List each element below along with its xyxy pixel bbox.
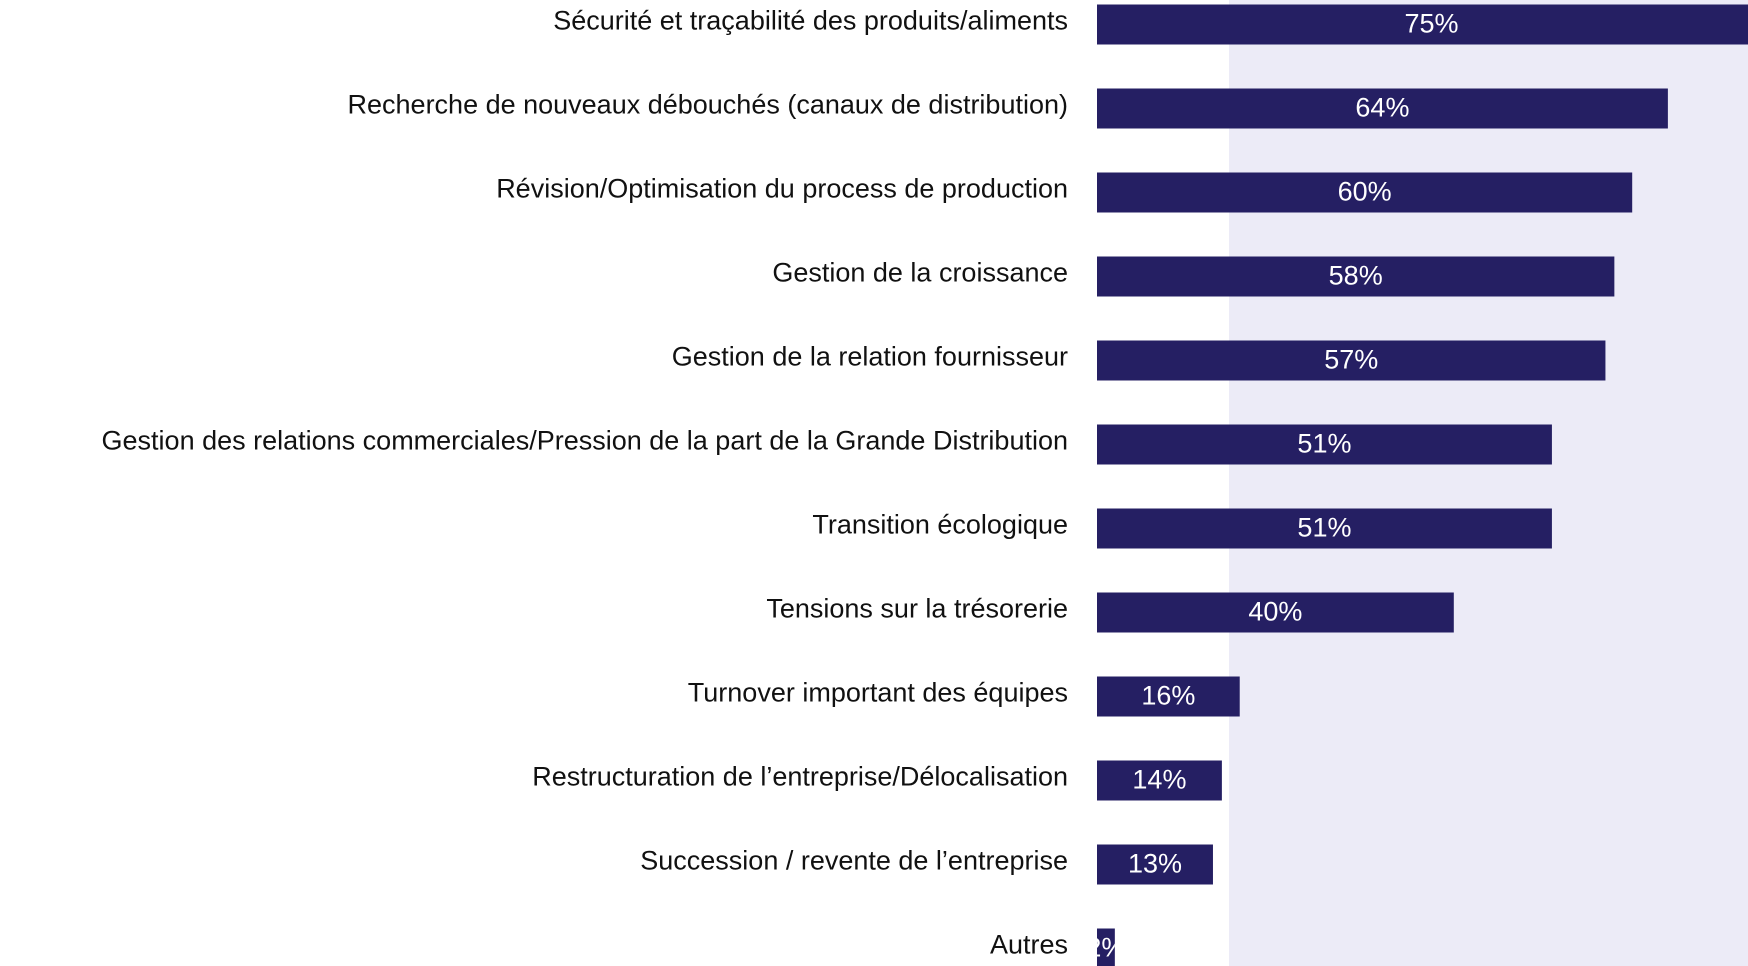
bar — [1097, 676, 1240, 717]
category-label: Autres — [990, 930, 1068, 960]
category-label: Recherche de nouveaux débouchés (canaux … — [348, 90, 1068, 120]
bar — [1097, 844, 1213, 885]
bar — [1097, 4, 1748, 45]
category-label: Gestion de la croissance — [772, 258, 1068, 288]
bar — [1097, 340, 1606, 381]
background-panel — [1229, 0, 1748, 966]
value-label: 40% — [1248, 597, 1302, 627]
value-label: 51% — [1297, 429, 1351, 459]
bar — [1097, 508, 1552, 549]
bar — [1097, 88, 1668, 129]
category-label: Turnover important des équipes — [688, 678, 1068, 708]
bar — [1097, 592, 1454, 633]
category-label: Succession / revente de l’entreprise — [640, 846, 1068, 876]
category-label: Révision/Optimisation du process de prod… — [496, 174, 1068, 204]
bar — [1097, 760, 1222, 801]
value-label: 51% — [1297, 513, 1351, 543]
value-label: 58% — [1329, 261, 1383, 291]
value-label: 64% — [1355, 93, 1409, 123]
bar — [1097, 928, 1115, 966]
category-label: Tensions sur la trésorerie — [766, 594, 1068, 624]
bar — [1097, 256, 1615, 297]
bar — [1097, 424, 1552, 465]
category-label: Gestion de la relation fournisseur — [672, 342, 1068, 372]
category-label: Gestion des relations commerciales/Press… — [102, 426, 1068, 456]
value-label: 75% — [1404, 9, 1458, 39]
category-label: Transition écologique — [812, 510, 1068, 540]
value-label: 14% — [1132, 765, 1186, 795]
category-label: Sécurité et traçabilité des produits/ali… — [553, 6, 1068, 36]
value-label: 13% — [1128, 849, 1182, 879]
value-label: 57% — [1324, 345, 1378, 375]
value-label: 60% — [1338, 177, 1392, 207]
value-label: 2% — [1086, 933, 1125, 963]
bar — [1097, 172, 1633, 213]
category-label: Restructuration de l’entreprise/Délocali… — [532, 762, 1068, 792]
value-label: 16% — [1141, 681, 1195, 711]
